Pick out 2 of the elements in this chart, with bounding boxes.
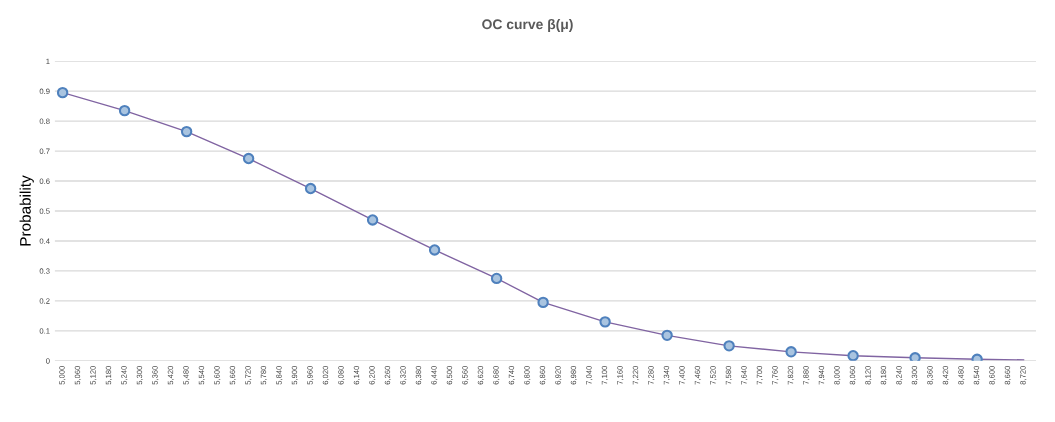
y-axis-title: Probability — [19, 175, 34, 246]
chart-title: OC curve β(μ) — [482, 18, 573, 32]
